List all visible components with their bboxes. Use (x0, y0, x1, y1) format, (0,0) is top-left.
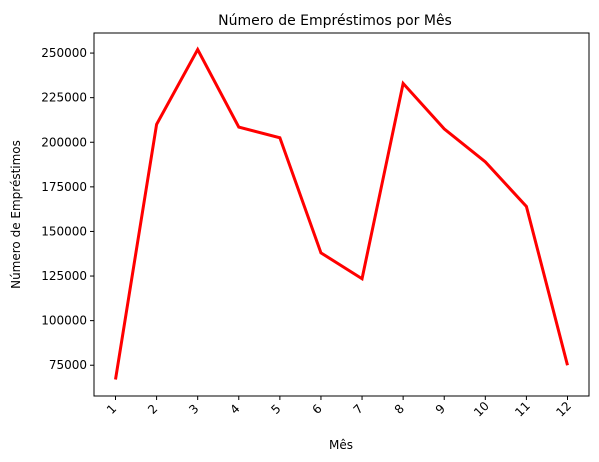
x-tick-label: 7 (351, 402, 366, 417)
y-tick-label: 125000 (41, 269, 87, 283)
series-layer (114, 46, 569, 380)
y-tick-label: 175000 (41, 180, 87, 194)
series-line (114, 46, 569, 380)
y-axis: 75000 100000 125000 150000 175000 200000 22500… (41, 46, 94, 372)
x-tick-label: 3 (186, 402, 201, 417)
plot-frame (93, 32, 590, 397)
plot-area (93, 32, 590, 397)
x-tick-label: 5 (268, 402, 283, 417)
chart-title: Número de Empréstimos por Mês (218, 13, 452, 29)
x-tick-label: 2 (145, 402, 160, 417)
y-tick-label: 75000 (49, 358, 87, 372)
x-tick-label: 12 (553, 399, 574, 420)
y-axis-label: Número de Empréstimos (9, 140, 23, 289)
y-tick-label: 200000 (41, 135, 87, 149)
x-axis-label: Mês (329, 438, 353, 452)
x-tick-label: 11 (512, 399, 533, 420)
y-tick-label: 250000 (41, 46, 87, 60)
x-tick-label: 8 (392, 402, 407, 417)
x-tick-label: 6 (309, 402, 324, 417)
x-tick-label: 9 (433, 402, 448, 417)
x-tick-label: 1 (104, 402, 119, 417)
y-tick-label: 225000 (41, 91, 87, 105)
y-tick-label: 150000 (41, 224, 87, 238)
x-tick-label: 4 (227, 402, 242, 417)
x-axis: 1 2 3 4 5 6 7 8 9 10 11 12 (104, 396, 574, 420)
y-tick-label: 100000 (41, 314, 87, 328)
x-tick-label: 10 (471, 399, 492, 420)
